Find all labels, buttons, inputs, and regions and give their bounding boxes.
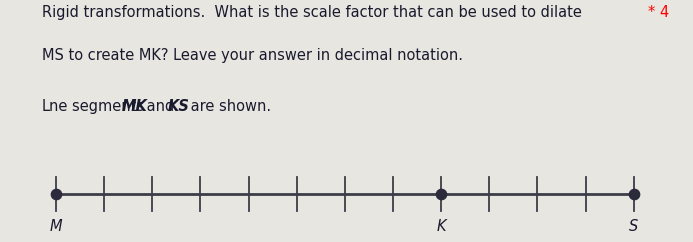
Text: MK: MK xyxy=(121,99,147,114)
Text: K: K xyxy=(437,219,446,234)
Text: are shown.: are shown. xyxy=(186,99,272,114)
Text: ne segments: ne segments xyxy=(49,99,148,114)
Text: MS to create MK? Leave your answer in decimal notation.: MS to create MK? Leave your answer in de… xyxy=(42,48,463,63)
Text: Rigid transformations.  What is the scale factor that can be used to dilate: Rigid transformations. What is the scale… xyxy=(42,5,581,20)
Point xyxy=(628,192,639,196)
Point xyxy=(51,192,62,196)
Point xyxy=(436,192,447,196)
Text: * 4: * 4 xyxy=(648,5,669,20)
Text: S: S xyxy=(629,219,638,234)
Text: and: and xyxy=(142,99,179,114)
Text: M: M xyxy=(50,219,62,234)
Text: KS: KS xyxy=(168,99,190,114)
Text: L: L xyxy=(42,99,50,114)
